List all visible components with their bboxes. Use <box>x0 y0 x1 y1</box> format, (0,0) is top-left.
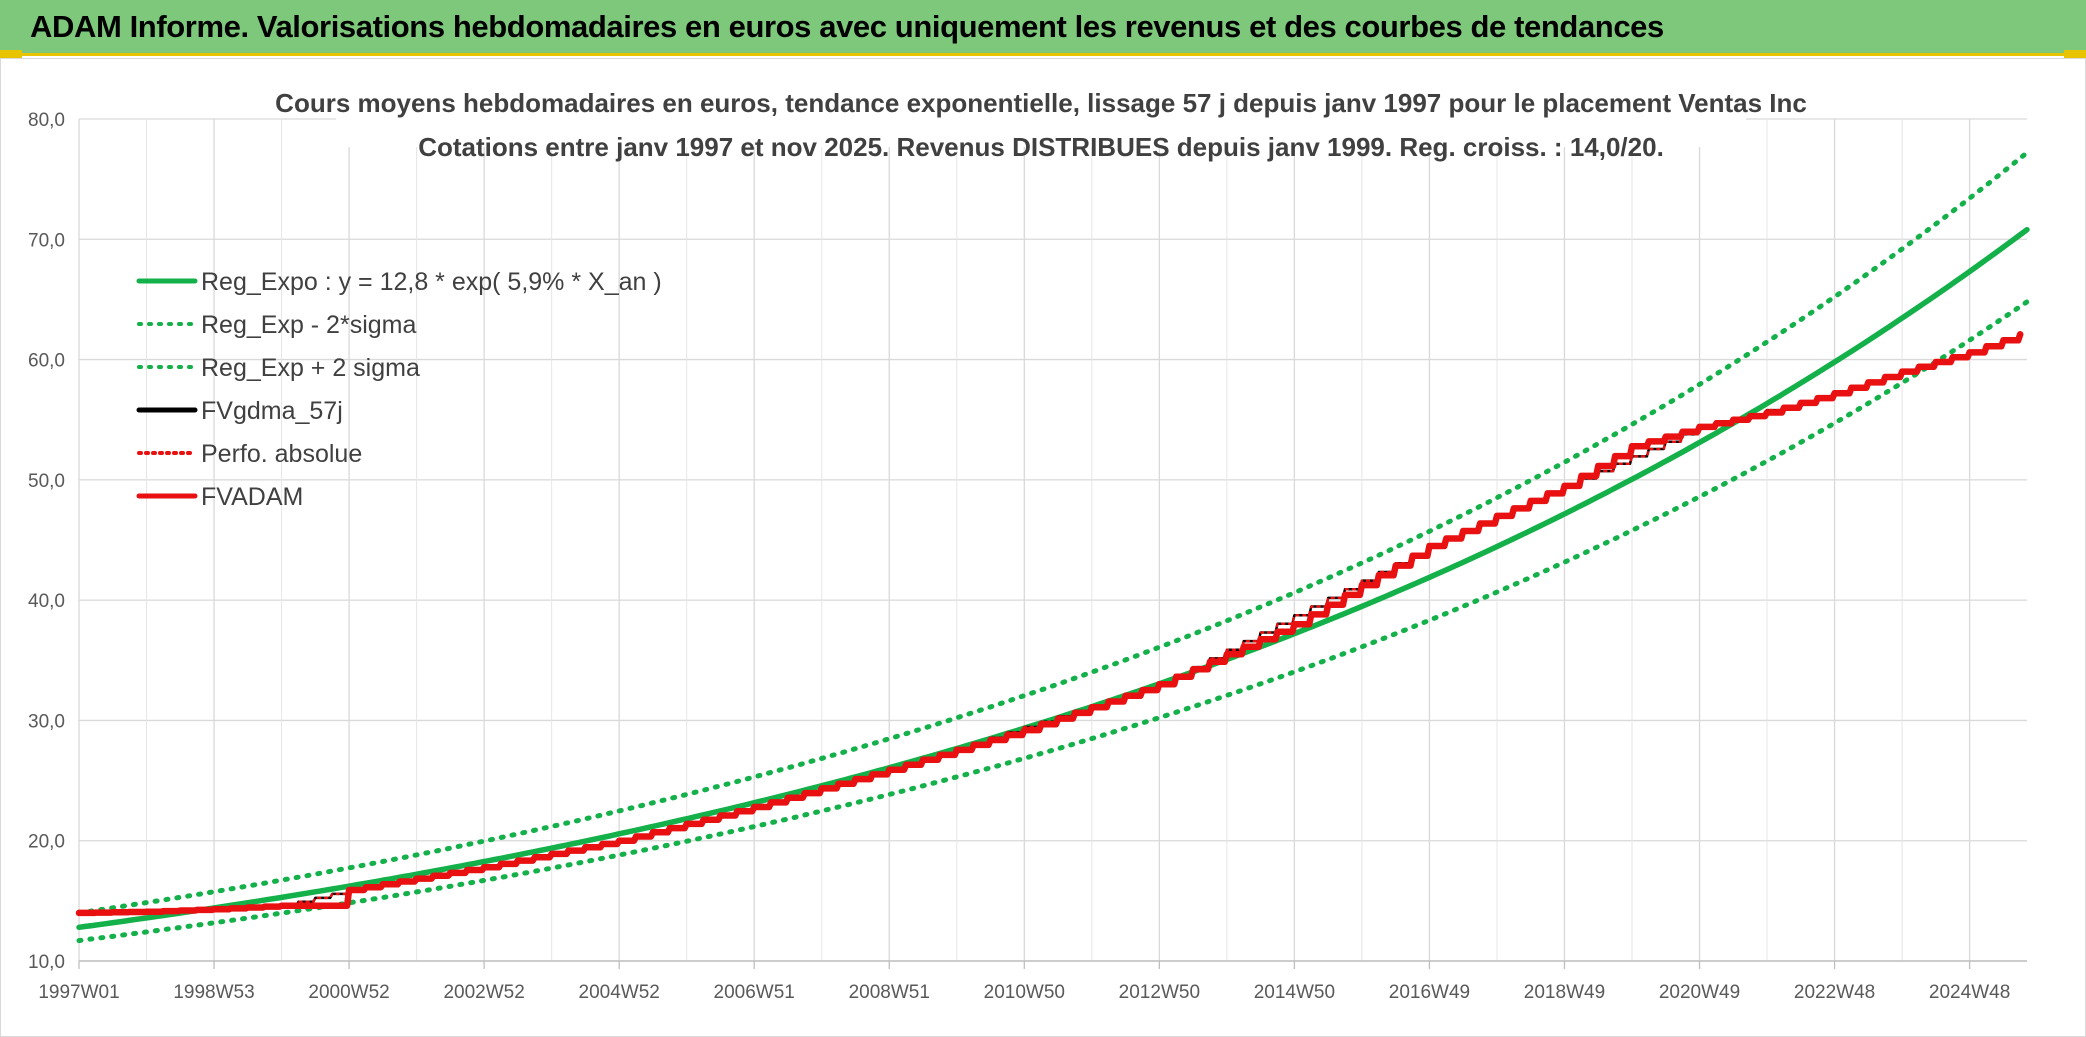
header-accent-right <box>2064 50 2086 60</box>
x-tick-label: 2022W48 <box>1794 982 1875 1003</box>
x-tick-label: 1998W53 <box>173 982 254 1003</box>
y-tick-label: 40,0 <box>28 591 65 612</box>
x-tick-label: 2024W48 <box>1929 982 2010 1003</box>
grid-lines <box>78 118 2027 962</box>
series-line-4 <box>77 333 2022 915</box>
legend-entry-0: Reg_Expo : y = 12,8 * exp( 5,9% * X_an ) <box>201 268 662 296</box>
x-tick-label: 2004W52 <box>579 982 660 1003</box>
x-tick-label: 2008W51 <box>849 982 930 1003</box>
x-tick-label: 2010W50 <box>984 982 1065 1003</box>
y-tick-label: 50,0 <box>28 471 65 492</box>
y-tick-label: 60,0 <box>28 351 65 372</box>
x-tick-label: 2016W49 <box>1389 982 1470 1003</box>
axes: 10,0 20,0 30,0 40,0 50,0 60,0 70,0 80,0 1997W01 1… <box>28 110 2027 1003</box>
chart-title-background <box>336 77 1746 147</box>
report-header: ADAM Informe. Valorisations hebdomadaire… <box>0 0 2086 56</box>
legend-entry-4: Perfo. absolue <box>201 440 362 468</box>
y-tick-label: 80,0 <box>28 110 65 131</box>
series-lines <box>75 150 2030 944</box>
chart-title-line-1: Cours moyens hebdomadaires en euros, ten… <box>275 88 1807 118</box>
y-tick-label: 20,0 <box>28 832 65 853</box>
header-accent-left <box>0 50 22 60</box>
x-tick-label: 2014W50 <box>1254 982 1335 1003</box>
series-line-2 <box>76 150 2030 916</box>
legend-entry-2: Reg_Exp + 2 sigma <box>201 354 420 382</box>
legend-entry-5: FVADAM <box>201 483 303 511</box>
series-line-0 <box>76 226 2030 931</box>
series-line-1 <box>76 299 2030 944</box>
legend-entry-3: FVgdma_57j <box>201 397 343 425</box>
y-tick-label: 10,0 <box>28 952 65 973</box>
series-line-5 <box>75 331 2024 917</box>
x-tick-label: 2020W49 <box>1659 982 1740 1003</box>
x-tick-label: 2002W52 <box>443 982 524 1003</box>
x-tick-label: 2006W51 <box>714 982 795 1003</box>
chart-title-line-2: Cotations entre janv 1997 et nov 2025. R… <box>418 132 1664 162</box>
y-tick-label: 30,0 <box>28 711 65 732</box>
report-title: ADAM Informe. Valorisations hebdomadaire… <box>30 9 1664 44</box>
valuation-chart: 10,0 20,0 30,0 40,0 50,0 60,0 70,0 80,0 1997W01 1… <box>28 77 2030 1003</box>
x-tick-label: 2000W52 <box>308 982 389 1003</box>
x-tick-label: 2012W50 <box>1119 982 1200 1003</box>
legend: Reg_Expo : y = 12,8 * exp( 5,9% * X_an )… <box>136 268 662 511</box>
chart-area: 10,0 20,0 30,0 40,0 50,0 60,0 70,0 80,0 1997W01 1… <box>0 58 2086 1037</box>
chart-title: Cours moyens hebdomadaires en euros, ten… <box>275 77 1807 162</box>
legend-entry-1: Reg_Exp - 2*sigma <box>201 311 416 339</box>
x-tick-label: 2018W49 <box>1524 982 1605 1003</box>
y-tick-label: 70,0 <box>28 230 65 251</box>
x-tick-label: 1997W01 <box>38 982 119 1003</box>
